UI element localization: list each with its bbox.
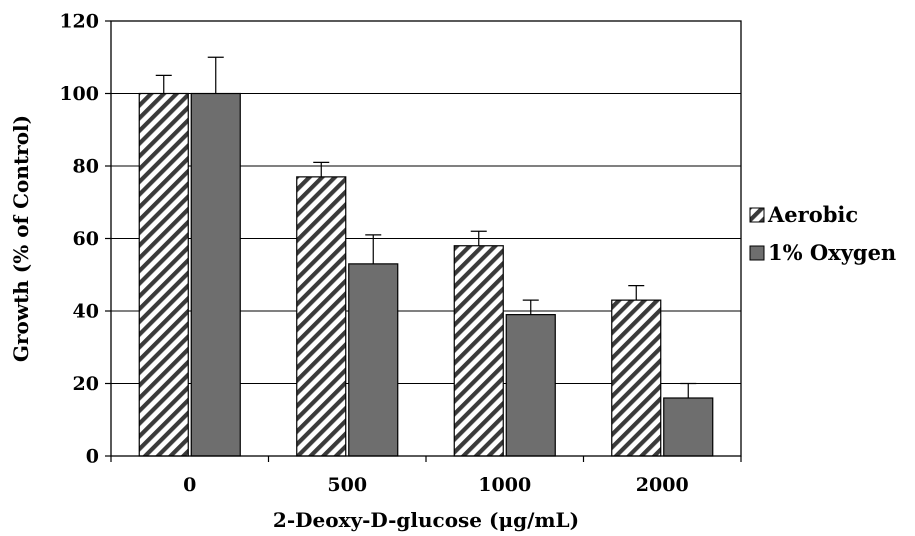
bar-aerobic-500 — [296, 176, 347, 457]
bar-1-percent-oxygen-2000 — [663, 397, 714, 457]
bar-1-percent-oxygen-1000 — [505, 314, 556, 457]
bar-aerobic-1000 — [453, 245, 504, 457]
y-tick-label: 40 — [73, 301, 99, 323]
bar-1-percent-oxygen-0 — [190, 92, 241, 457]
x-tick-label: 500 — [327, 474, 367, 496]
bar-aerobic-2000 — [611, 299, 662, 457]
legend-label-1-percent-oxygen: 1% Oxygen — [768, 240, 896, 265]
y-tick-label: 60 — [73, 228, 99, 250]
legend-swatch-aerobic — [749, 207, 765, 223]
error-bars — [155, 56, 697, 398]
y-tick-label: 0 — [86, 446, 99, 468]
y-axis-ticks: 0 20 40 60 80 100 120 — [59, 11, 111, 468]
bar-aerobic-0 — [138, 92, 189, 457]
legend-label-aerobic: Aerobic — [767, 202, 858, 227]
bar-1-percent-oxygen-500 — [348, 263, 399, 457]
x-axis-ticks: 0 500 1000 2000 — [110, 456, 742, 496]
y-tick-label: 80 — [73, 156, 99, 178]
x-tick-label: 2000 — [636, 474, 689, 496]
y-tick-label: 20 — [73, 373, 99, 395]
y-tick-label: 120 — [59, 11, 99, 33]
y-tick-label: 100 — [59, 83, 99, 105]
x-axis-title: 2-Deoxy-D-glucose (μg/mL) — [273, 508, 579, 532]
x-tick-label: 1000 — [478, 474, 531, 496]
y-axis-title: Growth (% of Control) — [9, 115, 33, 362]
x-tick-label: 0 — [183, 474, 196, 496]
legend-swatch-1-percent-oxygen — [749, 245, 765, 261]
bars — [138, 92, 714, 457]
legend: Aerobic 1% Oxygen — [749, 202, 896, 265]
